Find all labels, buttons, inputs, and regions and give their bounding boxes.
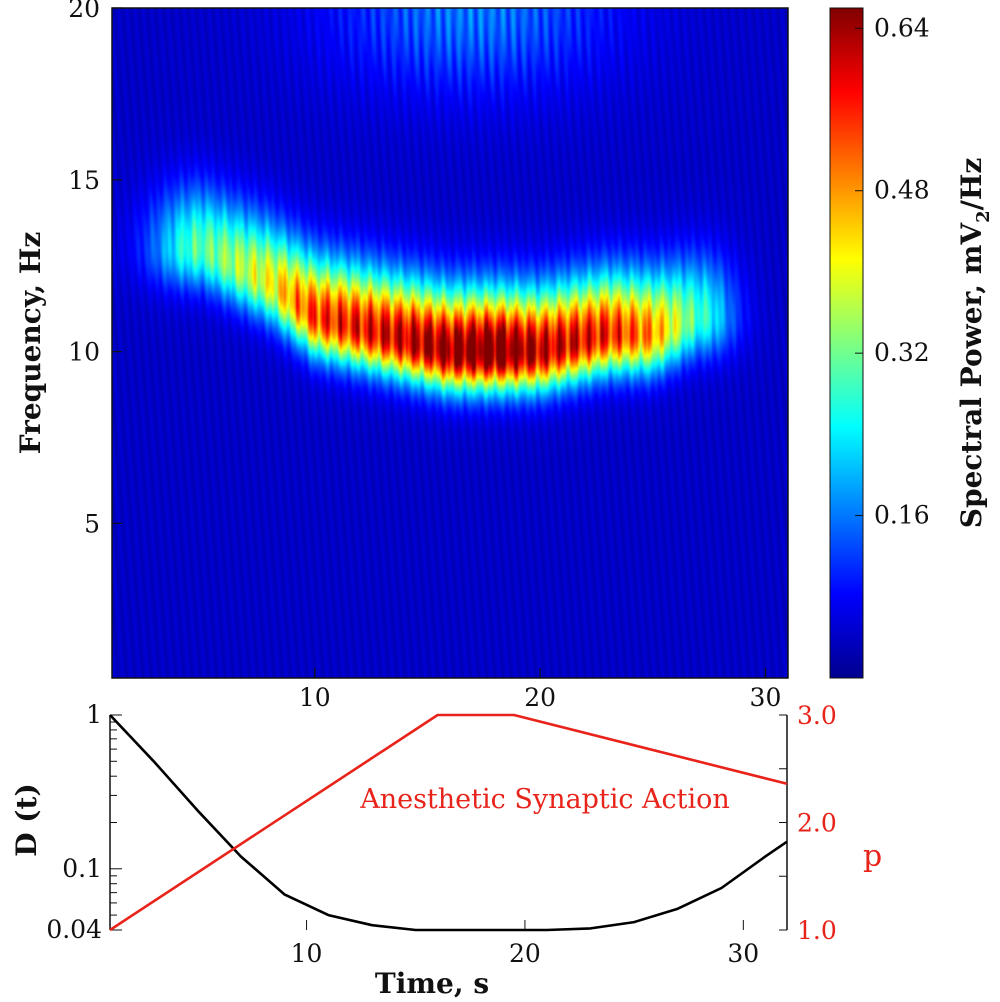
- colorbar-tick-label: 0.48: [874, 176, 930, 205]
- y-tick-label: 10: [68, 338, 100, 367]
- colorbar-title: Spectral Power, mV2/Hz: [955, 158, 994, 528]
- x-tick-label: 20: [509, 939, 541, 968]
- left-axis-title: D (t): [10, 783, 43, 856]
- spectrogram-axis-ticks: 5 10 15 20 10 20 30: [68, 0, 781, 712]
- bottom-panel: 0.04 0.1 1 1.0 2.0 3.0 10 20 30 Anesthetic Synap…: [10, 700, 882, 1000]
- x-tick-label: 10: [299, 683, 331, 712]
- bottom-axis-ticks: 0.04 0.1 1 1.0 2.0 3.0 10 20 30: [46, 700, 836, 968]
- x-tick-label: 30: [750, 683, 782, 712]
- y-tick-label: 20: [68, 0, 100, 23]
- colorbar-gradient: [829, 7, 864, 679]
- right-tick-label: 1.0: [797, 916, 837, 945]
- spectrogram-heatmap: [112, 8, 788, 678]
- y-axis-title: Frequency, Hz: [14, 232, 47, 455]
- colorbar-title-main: Spectral Power, mV: [955, 222, 988, 529]
- right-axis-title: p: [863, 839, 882, 874]
- colorbar-ticks: 0.16 0.32 0.48 0.64: [855, 13, 930, 530]
- colorbar-tick-label: 0.32: [874, 338, 930, 367]
- spectrogram-frame: [111, 7, 789, 679]
- bottom-series: [109, 713, 788, 932]
- d-t-curve: [109, 714, 788, 932]
- colorbar-tick-label: 0.16: [874, 501, 930, 530]
- colorbar: 0.16 0.32 0.48 0.64 Spectral Power, mV2/Hz: [829, 7, 994, 679]
- left-tick-label: 0.1: [62, 854, 102, 883]
- right-tick-label: 2.0: [797, 809, 837, 838]
- colorbar-title-suffix: /Hz: [955, 158, 988, 211]
- x-tick-label: 20: [524, 683, 556, 712]
- x-axis-title: Time, s: [375, 967, 489, 1000]
- colorbar-title-subscript: 2: [973, 210, 994, 223]
- y-tick-label: 15: [68, 166, 100, 195]
- left-tick-label: 1: [86, 700, 102, 729]
- y-tick-label: 5: [84, 509, 100, 538]
- colorbar-tick-label: 0.64: [874, 13, 930, 42]
- x-tick-label: 10: [291, 939, 323, 968]
- series-annotation: Anesthetic Synaptic Action: [359, 784, 730, 815]
- left-tick-label: 0.04: [46, 915, 102, 944]
- right-tick-label: 3.0: [797, 701, 837, 730]
- spectrogram-panel: 5 10 15 20 10 20 30 Frequency, Hz: [14, 0, 789, 712]
- x-tick-label: 30: [727, 939, 759, 968]
- anesthetic-action-line: [109, 713, 788, 932]
